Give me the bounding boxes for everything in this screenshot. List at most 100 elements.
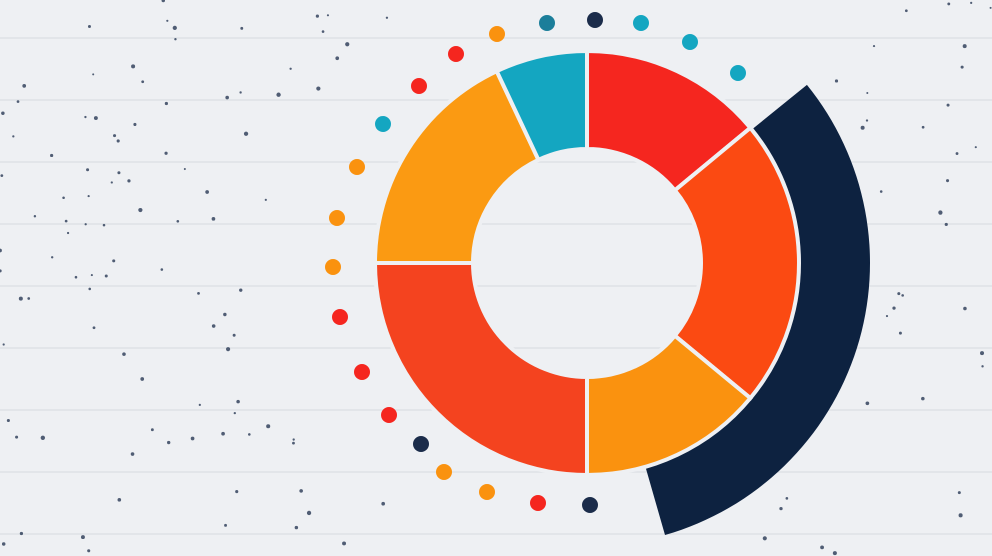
speck <box>240 26 244 30</box>
speck <box>1 542 6 546</box>
dot <box>530 495 546 511</box>
speck <box>104 274 108 278</box>
speck <box>64 219 68 223</box>
speck <box>970 1 973 4</box>
speck <box>960 65 964 69</box>
speck <box>248 433 251 436</box>
speck <box>92 73 95 76</box>
speck <box>33 215 37 218</box>
speck <box>150 428 154 432</box>
speck <box>90 274 93 277</box>
speck <box>116 139 120 143</box>
speck <box>946 179 950 183</box>
speck <box>176 219 180 223</box>
speck <box>963 306 967 311</box>
speck <box>190 436 195 441</box>
speck <box>50 256 54 259</box>
speck <box>921 125 925 129</box>
speck <box>19 531 24 536</box>
speck <box>117 498 122 502</box>
speck <box>904 9 908 13</box>
speck <box>239 288 243 292</box>
dot <box>479 484 495 500</box>
speck <box>879 190 883 193</box>
speck <box>16 100 20 103</box>
speck <box>211 324 216 328</box>
speck <box>981 365 984 368</box>
speck <box>27 297 31 300</box>
speck <box>321 30 325 33</box>
dot <box>448 46 464 62</box>
speck <box>127 179 131 183</box>
speck <box>133 122 137 127</box>
speck <box>315 14 319 18</box>
speck <box>161 0 166 3</box>
dot <box>325 259 341 275</box>
dot <box>730 65 746 81</box>
speck <box>18 296 23 301</box>
speck <box>872 44 876 48</box>
speck <box>88 287 92 291</box>
speck <box>164 151 168 155</box>
speck <box>957 491 961 495</box>
speck <box>865 401 870 406</box>
speck <box>897 292 901 296</box>
speck <box>892 306 896 310</box>
speck <box>832 551 837 556</box>
dot <box>633 15 649 31</box>
speck <box>946 103 950 107</box>
speck <box>74 275 78 279</box>
speck <box>87 549 91 553</box>
speck <box>0 269 2 273</box>
speck <box>938 210 943 215</box>
speck <box>102 223 106 227</box>
dot <box>354 364 370 380</box>
speck <box>112 259 116 263</box>
speck <box>50 153 54 158</box>
speck <box>22 84 27 88</box>
speck <box>211 216 216 221</box>
speck <box>66 231 70 235</box>
speck <box>113 134 117 138</box>
speck <box>299 489 303 493</box>
speck <box>980 351 985 356</box>
speck <box>974 146 977 149</box>
speck <box>2 343 5 346</box>
outer-arc <box>644 84 871 536</box>
speck <box>198 403 201 406</box>
speck <box>866 91 869 94</box>
speck <box>205 190 209 194</box>
speck <box>197 292 200 295</box>
speck <box>834 79 839 83</box>
speck <box>131 64 136 69</box>
speck <box>264 198 267 201</box>
speck <box>239 91 242 94</box>
speck <box>160 268 164 271</box>
donut-segment <box>372 68 542 265</box>
speck <box>141 80 145 84</box>
speck <box>989 6 992 9</box>
speck <box>266 424 271 429</box>
speck <box>40 435 46 440</box>
speck <box>316 86 321 91</box>
dot <box>489 26 505 42</box>
speck <box>12 135 15 138</box>
donut-segment <box>672 125 801 401</box>
speck <box>779 506 783 511</box>
speck <box>292 438 295 441</box>
speck <box>342 541 347 546</box>
dot <box>411 78 427 94</box>
speck <box>117 171 121 175</box>
dot <box>381 407 397 423</box>
dot <box>375 116 391 132</box>
speck <box>276 92 281 97</box>
speck <box>226 347 231 352</box>
speck <box>166 440 171 445</box>
speck <box>166 19 169 22</box>
speck <box>243 131 249 136</box>
speck <box>140 377 145 381</box>
speck <box>958 513 963 518</box>
speck <box>820 545 824 550</box>
